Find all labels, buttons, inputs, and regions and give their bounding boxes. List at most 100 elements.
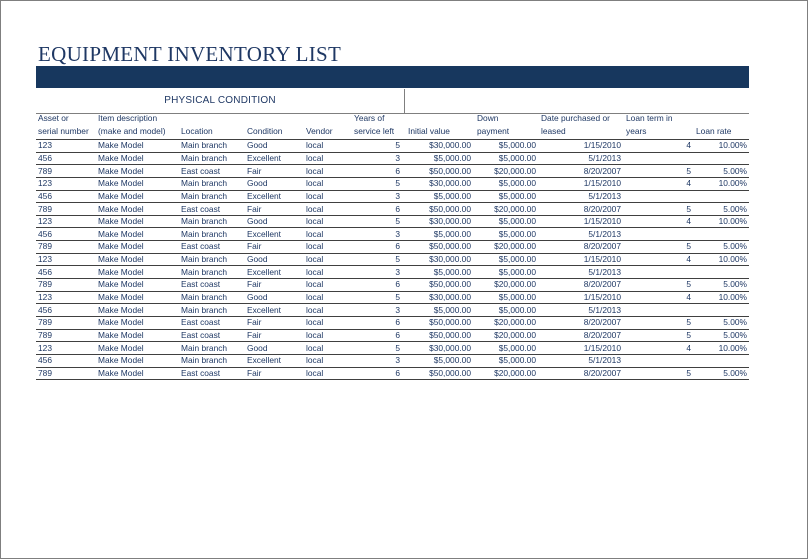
down-payment-cell[interactable]: $5,000.00 (473, 177, 538, 191)
loan-rate-cell[interactable]: 10.00% (693, 177, 749, 191)
years-cell[interactable]: 6 (352, 329, 402, 343)
item-cell[interactable]: Make Model (96, 164, 179, 178)
condition-cell[interactable]: Excellent (245, 152, 304, 166)
date-cell[interactable]: 5/1/2013 (538, 303, 623, 317)
years-cell[interactable]: 6 (352, 240, 402, 254)
item-cell[interactable]: Make Model (96, 291, 179, 305)
asset-cell[interactable]: 789 (36, 278, 96, 292)
loan-term-cell[interactable]: 4 (623, 215, 693, 229)
condition-cell[interactable]: Good (245, 139, 304, 153)
vendor-cell[interactable]: local (304, 215, 352, 229)
initial-value-cell[interactable]: $50,000.00 (402, 202, 473, 216)
location-cell[interactable]: Main branch (179, 265, 245, 280)
item-cell[interactable]: Make Model (96, 253, 179, 267)
vendor-cell[interactable]: local (304, 265, 352, 280)
vendor-cell[interactable]: local (304, 240, 352, 254)
loan-rate-cell[interactable]: 5.00% (693, 278, 749, 292)
initial-value-cell[interactable]: $5,000.00 (402, 265, 473, 280)
location-cell[interactable]: Main branch (179, 152, 245, 166)
years-cell[interactable]: 6 (352, 202, 402, 216)
condition-cell[interactable]: Fair (245, 316, 304, 330)
location-cell[interactable]: Main branch (179, 227, 245, 242)
down-payment-cell[interactable]: $5,000.00 (473, 354, 538, 368)
loan-rate-cell[interactable] (693, 303, 749, 317)
asset-cell[interactable]: 789 (36, 202, 96, 216)
initial-value-cell[interactable]: $5,000.00 (402, 190, 473, 204)
loan-rate-cell[interactable]: 5.00% (693, 240, 749, 254)
asset-cell[interactable]: 789 (36, 329, 96, 343)
loan-term-cell[interactable]: 5 (623, 316, 693, 330)
loan-term-cell[interactable] (623, 303, 693, 317)
loan-term-cell[interactable]: 5 (623, 164, 693, 178)
location-cell[interactable]: Main branch (179, 291, 245, 305)
item-cell[interactable]: Make Model (96, 139, 179, 153)
condition-cell[interactable]: Good (245, 215, 304, 229)
loan-rate-cell[interactable]: 10.00% (693, 291, 749, 305)
condition-cell[interactable]: Excellent (245, 265, 304, 280)
date-cell[interactable]: 1/15/2010 (538, 253, 623, 267)
years-cell[interactable]: 5 (352, 139, 402, 153)
vendor-cell[interactable]: local (304, 367, 352, 381)
loan-term-cell[interactable]: 4 (623, 139, 693, 153)
asset-cell[interactable]: 456 (36, 303, 96, 317)
years-cell[interactable]: 6 (352, 278, 402, 292)
down-payment-cell[interactable]: $5,000.00 (473, 341, 538, 355)
vendor-cell[interactable]: local (304, 278, 352, 292)
item-cell[interactable]: Make Model (96, 329, 179, 343)
item-cell[interactable]: Make Model (96, 278, 179, 292)
asset-cell[interactable]: 123 (36, 291, 96, 305)
initial-value-cell[interactable]: $5,000.00 (402, 227, 473, 242)
years-cell[interactable]: 3 (352, 227, 402, 242)
loan-rate-cell[interactable]: 5.00% (693, 316, 749, 330)
initial-value-cell[interactable]: $30,000.00 (402, 139, 473, 153)
loan-term-cell[interactable]: 5 (623, 278, 693, 292)
years-cell[interactable]: 6 (352, 367, 402, 381)
location-cell[interactable]: East coast (179, 316, 245, 330)
initial-value-cell[interactable]: $30,000.00 (402, 177, 473, 191)
loan-rate-cell[interactable]: 10.00% (693, 215, 749, 229)
location-cell[interactable]: East coast (179, 278, 245, 292)
location-cell[interactable]: East coast (179, 240, 245, 254)
loan-rate-cell[interactable]: 10.00% (693, 341, 749, 355)
down-payment-cell[interactable]: $20,000.00 (473, 329, 538, 343)
item-cell[interactable]: Make Model (96, 265, 179, 280)
down-payment-cell[interactable]: $5,000.00 (473, 265, 538, 280)
asset-cell[interactable]: 123 (36, 139, 96, 153)
vendor-cell[interactable]: local (304, 316, 352, 330)
item-cell[interactable]: Make Model (96, 190, 179, 204)
loan-term-cell[interactable]: 4 (623, 291, 693, 305)
loan-rate-cell[interactable] (693, 152, 749, 166)
vendor-cell[interactable]: local (304, 164, 352, 178)
location-cell[interactable]: East coast (179, 329, 245, 343)
loan-term-cell[interactable] (623, 265, 693, 280)
loan-term-cell[interactable] (623, 152, 693, 166)
down-payment-cell[interactable]: $5,000.00 (473, 303, 538, 317)
initial-value-cell[interactable]: $5,000.00 (402, 354, 473, 368)
item-cell[interactable]: Make Model (96, 316, 179, 330)
item-cell[interactable]: Make Model (96, 240, 179, 254)
location-cell[interactable]: Main branch (179, 253, 245, 267)
down-payment-cell[interactable]: $5,000.00 (473, 152, 538, 166)
asset-cell[interactable]: 456 (36, 265, 96, 280)
initial-value-cell[interactable]: $50,000.00 (402, 164, 473, 178)
condition-cell[interactable]: Good (245, 177, 304, 191)
initial-value-cell[interactable]: $50,000.00 (402, 329, 473, 343)
vendor-cell[interactable]: local (304, 354, 352, 368)
asset-cell[interactable]: 789 (36, 164, 96, 178)
vendor-cell[interactable]: local (304, 227, 352, 242)
vendor-cell[interactable]: local (304, 329, 352, 343)
loan-rate-cell[interactable]: 5.00% (693, 164, 749, 178)
item-cell[interactable]: Make Model (96, 303, 179, 317)
asset-cell[interactable]: 789 (36, 240, 96, 254)
location-cell[interactable]: Main branch (179, 303, 245, 317)
location-cell[interactable]: Main branch (179, 215, 245, 229)
down-payment-cell[interactable]: $20,000.00 (473, 316, 538, 330)
years-cell[interactable]: 3 (352, 265, 402, 280)
years-cell[interactable]: 6 (352, 164, 402, 178)
location-cell[interactable]: Main branch (179, 341, 245, 355)
years-cell[interactable]: 3 (352, 152, 402, 166)
date-cell[interactable]: 8/20/2007 (538, 202, 623, 216)
loan-rate-cell[interactable]: 10.00% (693, 253, 749, 267)
item-cell[interactable]: Make Model (96, 215, 179, 229)
item-cell[interactable]: Make Model (96, 152, 179, 166)
